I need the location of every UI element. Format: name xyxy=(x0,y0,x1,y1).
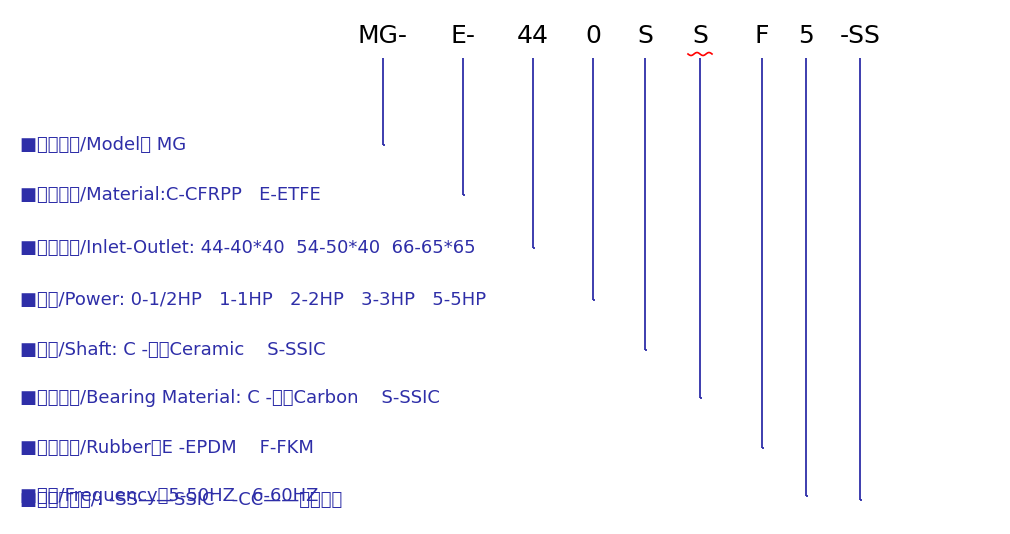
Text: -SS: -SS xyxy=(839,24,881,48)
Text: 5: 5 xyxy=(798,24,814,48)
Text: ■轴心/Shaft: C -陶瓷Ceramic    S-SSIC: ■轴心/Shaft: C -陶瓷Ceramic S-SSIC xyxy=(20,341,325,359)
Text: 44: 44 xyxy=(517,24,549,48)
Text: ■功率/Power: 0-1/2HP   1-1HP   2-2HP   3-3HP   5-5HP: ■功率/Power: 0-1/2HP 1-1HP 2-2HP 3-3HP 5-5… xyxy=(20,291,486,309)
Text: ■入出口径/Inlet-Outlet: 44-40*40  54-50*40  66-65*65: ■入出口径/Inlet-Outlet: 44-40*40 54-50*40 66… xyxy=(20,239,476,257)
Text: ■机型编号/Model： MG: ■机型编号/Model： MG xyxy=(20,136,186,154)
Text: ■轴承材质/Bearing Material: C -碳素Carbon    S-SSIC: ■轴承材质/Bearing Material: C -碳素Carbon S-SS… xyxy=(20,389,440,407)
Text: S: S xyxy=(637,24,652,48)
Text: E-: E- xyxy=(450,24,476,48)
Text: ■泵体材质/Material:C-CFRPP   E-ETFE: ■泵体材质/Material:C-CFRPP E-ETFE xyxy=(20,186,321,204)
Text: S: S xyxy=(692,24,708,48)
Text: ■橡胶材质/Rubber：E -EPDM    F-FKM: ■橡胶材质/Rubber：E -EPDM F-FKM xyxy=(20,439,314,457)
Text: ■止推环材质/: -SS——SSIC   -CC——陶瓷材质: ■止推环材质/: -SS——SSIC -CC——陶瓷材质 xyxy=(20,491,342,509)
Text: MG-: MG- xyxy=(358,24,408,48)
Text: ■频率/Frequency：5-50HZ   6-60HZ: ■频率/Frequency：5-50HZ 6-60HZ xyxy=(20,487,318,505)
Text: 0: 0 xyxy=(585,24,601,48)
Text: F: F xyxy=(754,24,770,48)
